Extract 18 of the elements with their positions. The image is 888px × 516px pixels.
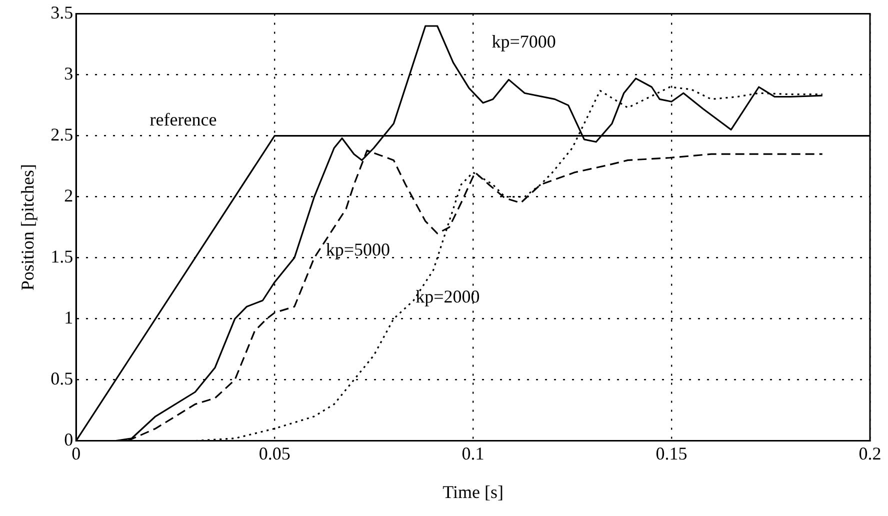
series-label: kp=2000 xyxy=(416,286,480,306)
y-tick-label: 1.5 xyxy=(50,246,74,267)
x-tick-label: 0.2 xyxy=(858,443,882,464)
series-label: kp=5000 xyxy=(326,240,390,260)
y-tick-label: 3 xyxy=(64,64,74,84)
x-tick-label: 0.1 xyxy=(462,443,484,464)
x-tick-label: 0.15 xyxy=(656,443,688,464)
x-axis-title: Time [s] xyxy=(442,482,504,502)
y-tick-label: 2.5 xyxy=(50,124,74,145)
y-tick-label: 0 xyxy=(64,430,74,450)
y-tick-label: 3.5 xyxy=(50,2,74,23)
text: reference xyxy=(150,109,217,130)
y-tick-label: 1 xyxy=(64,308,74,328)
series-label: kp=7000 xyxy=(492,32,556,52)
x-tick-label: 0.05 xyxy=(258,443,290,464)
y-tick-label: 2 xyxy=(64,186,74,206)
y-axis-title: Position [pitches] xyxy=(18,164,38,291)
y-tick-label: 0.5 xyxy=(50,368,74,389)
